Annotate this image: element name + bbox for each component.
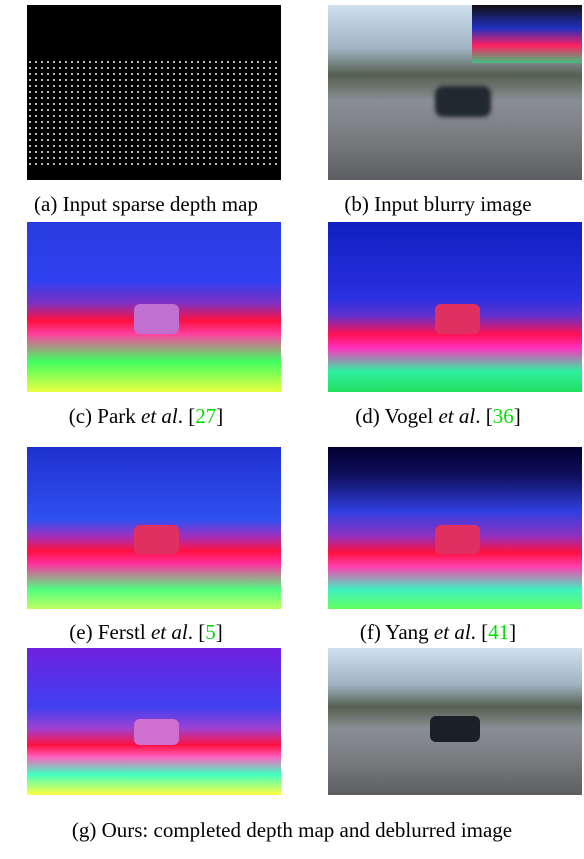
caption-text: (b) Input blurry image bbox=[344, 192, 531, 216]
caption-text: . [ bbox=[188, 620, 206, 644]
inset-depth bbox=[472, 5, 582, 63]
figure: {"figure": { "panels": [ {"text": "(a) I… bbox=[0, 0, 584, 859]
citation[interactable]: 41 bbox=[488, 620, 509, 644]
sparse-depth-image bbox=[27, 5, 281, 180]
caption-d: (d) Vogel et al. [36] bbox=[292, 404, 584, 429]
citation[interactable]: 27 bbox=[195, 404, 216, 428]
caption-e: (e) Ferstl et al. [5] bbox=[0, 620, 292, 645]
caption-text: (d) Vogel bbox=[355, 404, 433, 428]
caption-em: et al bbox=[438, 404, 475, 428]
caption-text: . [ bbox=[471, 620, 489, 644]
depth-ours bbox=[27, 648, 281, 795]
caption-text: . [ bbox=[178, 404, 196, 428]
caption-text: (a) Input sparse depth map bbox=[34, 192, 258, 216]
caption-text: ] bbox=[509, 620, 516, 644]
depth-vogel bbox=[328, 222, 582, 392]
deblurred-image bbox=[328, 648, 582, 795]
caption-b: (b) Input blurry image bbox=[292, 192, 584, 217]
caption-a: (a) Input sparse depth map bbox=[0, 192, 292, 217]
caption-g: (g) Ours: completed depth map and deblur… bbox=[0, 818, 584, 843]
caption-text: ] bbox=[216, 620, 223, 644]
caption-text: ] bbox=[216, 404, 223, 428]
citation[interactable]: 5 bbox=[205, 620, 216, 644]
caption-em: et al bbox=[141, 404, 178, 428]
caption-text: (g) Ours: completed depth map and deblur… bbox=[72, 818, 512, 842]
caption-em: et al bbox=[434, 620, 471, 644]
depth-yang bbox=[328, 447, 582, 609]
caption-text: . [ bbox=[475, 404, 493, 428]
caption-c: (c) Park et al. [27] bbox=[0, 404, 292, 429]
citation[interactable]: 36 bbox=[493, 404, 514, 428]
caption-text: (e) Ferstl bbox=[69, 620, 145, 644]
blurry-image bbox=[328, 5, 582, 180]
caption-text: (f) Yang bbox=[360, 620, 429, 644]
car bbox=[430, 716, 481, 742]
depth-ferstl bbox=[27, 447, 281, 609]
caption-f: (f) Yang et al. [41] bbox=[292, 620, 584, 645]
car bbox=[435, 86, 491, 118]
caption-em: et al bbox=[151, 620, 188, 644]
depth-park bbox=[27, 222, 281, 392]
caption-text: ] bbox=[514, 404, 521, 428]
caption-text: (c) Park bbox=[69, 404, 136, 428]
